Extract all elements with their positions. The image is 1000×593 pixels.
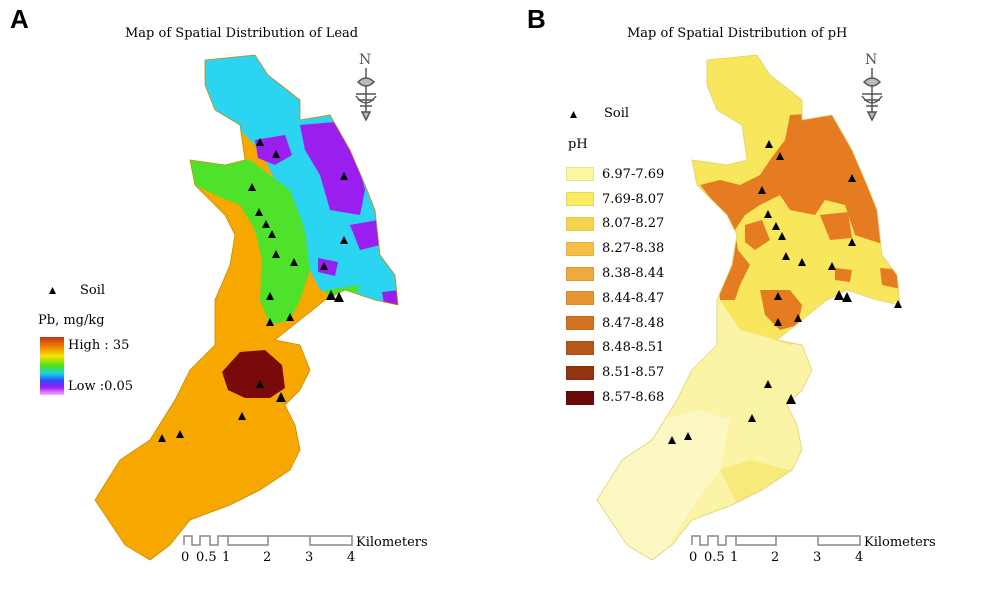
lead-scale-tick-2: 2 [263,550,272,565]
ph-class-swatch [566,167,594,182]
ph-legend-soil-label: Soil [604,106,630,121]
lead-scale-tick-0: 0 [181,550,190,565]
ph-class-swatch [566,241,594,256]
ph-class-swatch [566,316,594,331]
lead-scale-unit: Kilometers [356,535,428,550]
soil-symbol-icon [49,287,56,294]
lead-scale-tick-3: 3 [305,550,314,565]
ph-legend-class-row: 8.07-8.27 [566,212,664,237]
ph-legend-class-row: 8.48-8.51 [566,336,664,361]
ph-legend-class-row: 8.44-8.47 [566,286,664,311]
soil-symbol-icon [570,111,577,118]
ph-scale-tick-1: 1 [730,550,739,565]
ph-scale-tick-0: 0 [689,550,698,565]
svg-text:N: N [865,52,877,68]
ph-class-label: 8.38-8.44 [602,266,665,282]
pb-color-ramp [40,337,64,395]
ph-map-outline [596,54,901,561]
north-arrow-icon: N [861,52,883,122]
ph-scale-tick-4: 4 [855,550,864,565]
lead-legend-high: High : 35 [68,338,130,353]
ph-legend-class-row: 8.27-8.38 [566,236,664,261]
panel-a-title: Map of Spatial Distribution of Lead [125,26,359,41]
ph-class-label: 8.47-8.48 [602,315,665,331]
ph-class-label: 8.07-8.27 [602,216,665,232]
lead-scale-tick-4: 4 [347,550,356,565]
lead-legend-soil-label: Soil [80,283,106,298]
ph-class-swatch [566,390,594,405]
ph-class-label: 8.57-8.68 [602,390,665,406]
panel-b-title: Map of Spatial Distribution of pH [627,26,848,41]
ph-legend-class-row: 8.51-8.57 [566,360,664,385]
ph-scale-unit: Kilometers [864,535,936,550]
ph-legend-class-row: 7.69-8.07 [566,187,664,212]
lead-legend-low: Low :0.05 [68,379,134,394]
ph-legend-title: pH [568,137,588,152]
ph-class-swatch [566,216,594,231]
lead-scale-tick-1: 1 [222,550,231,565]
lead-distribution-map [95,55,398,560]
ph-scale-tick-3: 3 [813,550,822,565]
panel-a-letter: A [10,4,29,34]
lead-scale-tick-05: 0.5 [196,550,217,565]
lead-scale-bar [183,535,353,546]
ph-class-swatch [566,291,594,306]
ph-class-swatch [566,340,594,355]
panel-b-letter: B [527,4,546,34]
ph-class-label: 7.69-8.07 [602,191,665,207]
ph-legend-class-row: 8.38-8.44 [566,261,664,286]
ph-class-label: 8.27-8.38 [602,241,665,257]
ph-class-label: 8.44-8.47 [602,290,665,306]
ph-legend-classes: 6.97-7.69 7.69-8.07 8.07-8.27 8.27-8.38 8.38… [566,162,664,410]
ph-legend-class-row: 6.97-7.69 [566,162,664,187]
ph-scale-tick-2: 2 [771,550,780,565]
ph-scale-tick-05: 0.5 [704,550,725,565]
ph-class-swatch [566,365,594,380]
ph-class-label: 8.51-8.57 [602,365,665,381]
ph-scale-bar [691,535,861,546]
ph-class-swatch [566,192,594,207]
north-arrow-icon: N [355,52,377,122]
lead-legend-title: Pb, mg/kg [38,313,105,328]
lead-legend [40,287,64,395]
ph-class-label: 8.48-8.51 [602,340,665,356]
ph-legend-class-row: 8.57-8.68 [566,385,664,410]
lead-map-outline [94,54,399,561]
svg-text:N: N [359,52,371,68]
ph-class-label: 6.97-7.69 [602,166,665,182]
ph-class-swatch [566,266,594,281]
ph-legend-class-row: 8.47-8.48 [566,311,664,336]
